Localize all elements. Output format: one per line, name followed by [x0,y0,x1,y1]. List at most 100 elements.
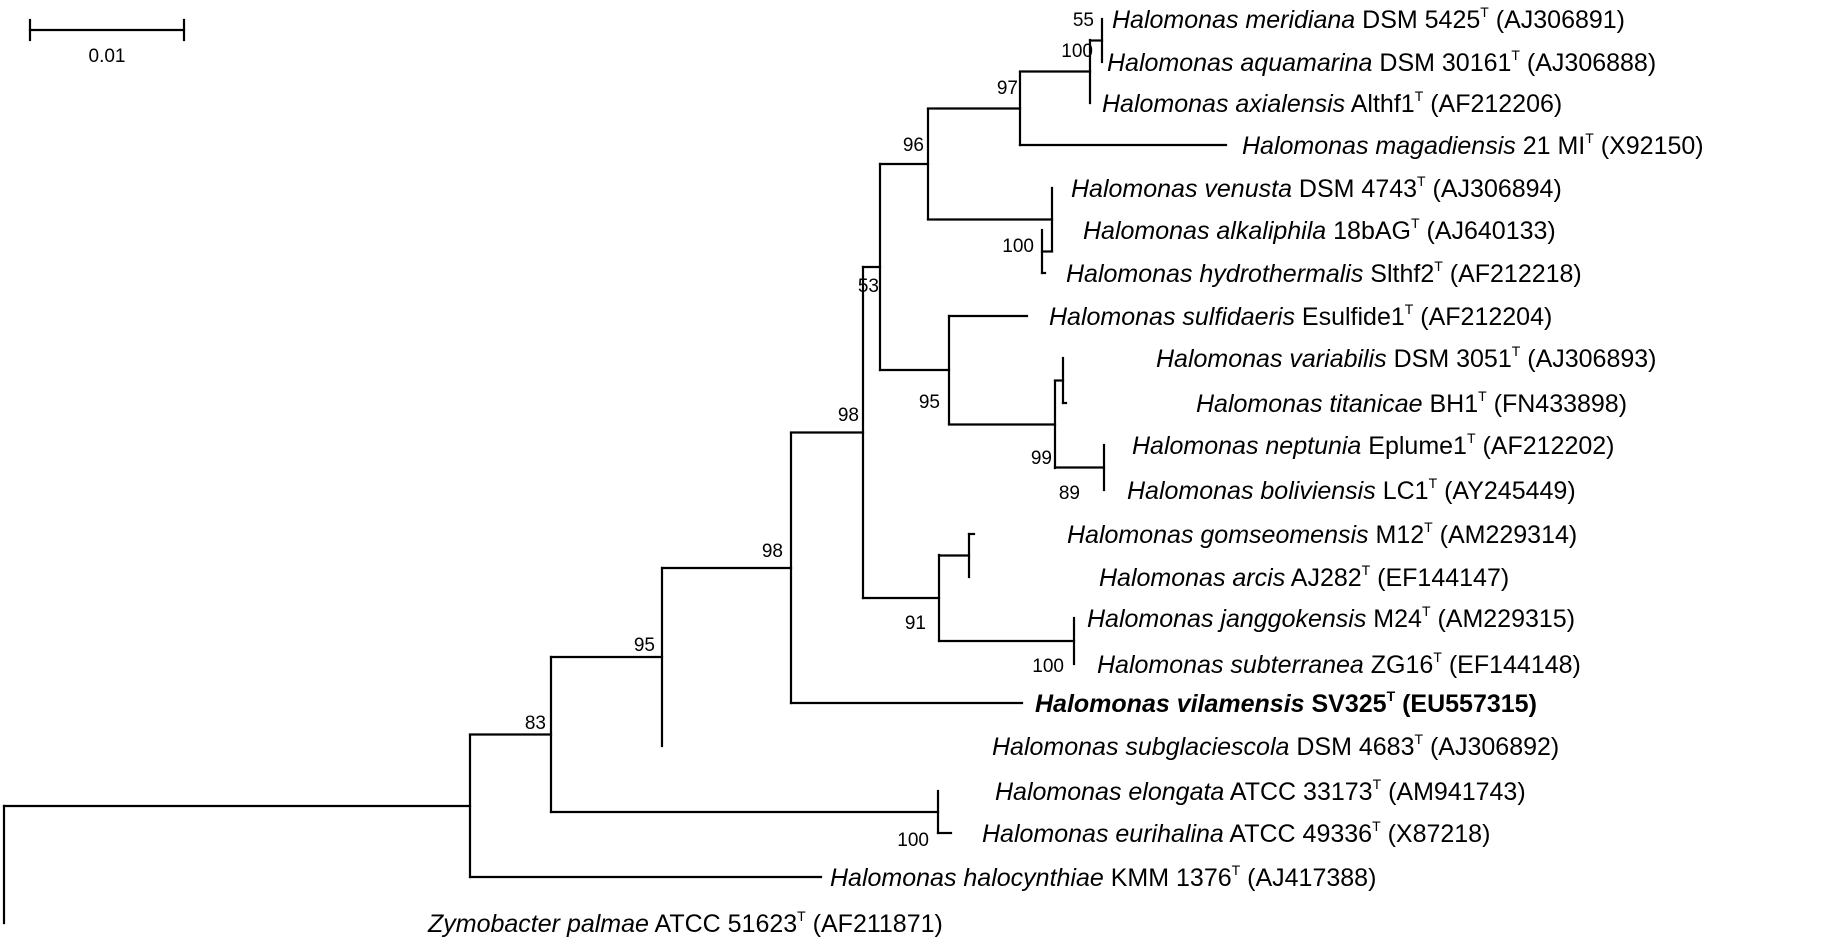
strain: ATCC 51623 [649,910,797,938]
genus: Halomonas [1242,132,1375,160]
taxon-label-zymobacter: Zymobacter palmae ATCC 51623T (AF211871) [427,908,943,938]
strain: M24 [1366,605,1422,633]
species: sulfidaeris [1182,303,1295,331]
bootstrap-value: 100 [1002,236,1034,257]
genus: Halomonas [1087,605,1220,633]
strain: KMM 1376 [1104,864,1232,892]
bootstrap-value: 97 [997,78,1018,99]
accession: (X92150) [1594,132,1704,160]
strain: Esulfide1 [1295,303,1405,331]
genus: Halomonas [1107,49,1240,77]
bootstrap-value: 53 [858,276,879,297]
species: alkaliphila [1216,217,1326,245]
accession: (EU557315) [1395,690,1537,718]
taxon-label-hydrothermalis: Halomonas hydrothermalis Slthf2T (AF2122… [1066,258,1582,288]
taxon-label-alkaliphila: Halomonas alkaliphila 18bAGT (AJ640133) [1083,215,1556,245]
genus: Halomonas [1127,477,1260,505]
type-strain-mark: T [1415,88,1424,104]
type-strain-mark: T [1387,688,1396,704]
type-strain-mark: T [1434,258,1443,274]
species: magadiensis [1375,132,1515,160]
strain: 21 MI [1516,132,1585,160]
type-strain-mark: T [1585,130,1594,146]
type-strain-mark: T [1232,862,1241,878]
accession: (AM229315) [1431,605,1576,633]
bootstrap-value: 91 [905,613,926,634]
genus: Halomonas [1102,90,1235,118]
type-strain-mark: T [1414,731,1423,747]
accession: (AF212202) [1476,432,1615,460]
taxon-label-axialensis: Halomonas axialensis Althf1T (AF212206) [1102,88,1562,118]
bootstrap-value: 100 [1061,41,1093,62]
bootstrap-value: 98 [762,541,783,562]
strain: DSM 30161 [1372,49,1511,77]
genus: Zymobacter [427,910,567,938]
strain: DSM 4683 [1289,733,1414,761]
species: gomseomensis [1200,521,1368,549]
bootstrap-value: 83 [525,713,546,734]
type-strain-mark: T [1512,343,1521,359]
strain: Slthf2 [1363,260,1434,288]
taxon-label-venusta: Halomonas venusta DSM 4743T (AJ306894) [1071,173,1562,203]
taxon-label-sulfidaeris: Halomonas sulfidaeris Esulfide1T (AF2122… [1049,301,1552,331]
genus: Halomonas [1071,175,1204,203]
genus: Halomonas [1067,521,1200,549]
bootstrap-value: 89 [1059,483,1080,504]
species: eurihalina [1115,820,1224,848]
genus: Halomonas [1035,690,1177,718]
strain: DSM 5425 [1355,6,1480,34]
bootstrap-value: 55 [1073,10,1094,31]
accession: (AF212206) [1423,90,1562,118]
strain: AJ282 [1285,564,1361,592]
strain: BH1 [1423,390,1479,418]
genus: Halomonas [1099,564,1232,592]
genus: Halomonas [830,864,963,892]
accession: (FN433898) [1487,390,1627,418]
species: aquamarina [1240,49,1372,77]
type-strain-mark: T [1417,173,1426,189]
accession: (X87218) [1381,820,1491,848]
type-strain-mark: T [1424,519,1433,535]
taxon-label-subterranea: Halomonas subterranea ZG16T (EF144148) [1097,649,1581,679]
species: boliviensis [1260,477,1375,505]
genus: Halomonas [1049,303,1182,331]
strain: Althf1 [1345,90,1415,118]
strain: LC1 [1376,477,1429,505]
strain: ATCC 33173 [1224,778,1372,806]
taxon-label-subglaciescola: Halomonas subglaciescola DSM 4683T (AJ30… [992,731,1559,761]
strain: 18bAG [1326,217,1411,245]
type-strain-mark: T [1362,562,1371,578]
strain: DSM 3051 [1387,345,1512,373]
type-strain-mark: T [1478,388,1487,404]
genus: Halomonas [1066,260,1199,288]
type-strain-mark: T [797,908,806,924]
type-strain-mark: T [1405,301,1414,317]
accession: (AF212218) [1443,260,1582,288]
genus: Halomonas [995,778,1128,806]
species: venusta [1204,175,1292,203]
taxon-label-meridiana: Halomonas meridiana DSM 5425T (AJ306891) [1112,4,1625,34]
accession: (AJ306891) [1489,6,1625,34]
strain: Eplume1 [1361,432,1467,460]
species: janggokensis [1217,605,1366,633]
type-strain-mark: T [1480,4,1489,20]
strain: SV325 [1305,690,1387,718]
accession: (AJ306893) [1520,345,1656,373]
accession: (EF144147) [1370,564,1509,592]
bootstrap-value: 100 [897,830,929,851]
bootstrap-value: 100 [1032,656,1064,677]
taxon-label-aquamarina: Halomonas aquamarina DSM 30161T (AJ30688… [1107,47,1656,77]
strain: M12 [1369,521,1425,549]
bootstrap-value: 95 [919,392,940,413]
accession: (AY245449) [1437,477,1576,505]
genus: Halomonas [1196,390,1329,418]
type-strain-mark: T [1467,430,1476,446]
taxon-label-neptunia: Halomonas neptunia Eplume1T (AF212202) [1132,430,1615,460]
species: hydrothermalis [1199,260,1363,288]
type-strain-mark: T [1372,818,1381,834]
accession: (AM941743) [1381,778,1526,806]
genus: Halomonas [1083,217,1216,245]
accession: (AJ306894) [1426,175,1562,203]
type-strain-mark: T [1429,475,1438,491]
